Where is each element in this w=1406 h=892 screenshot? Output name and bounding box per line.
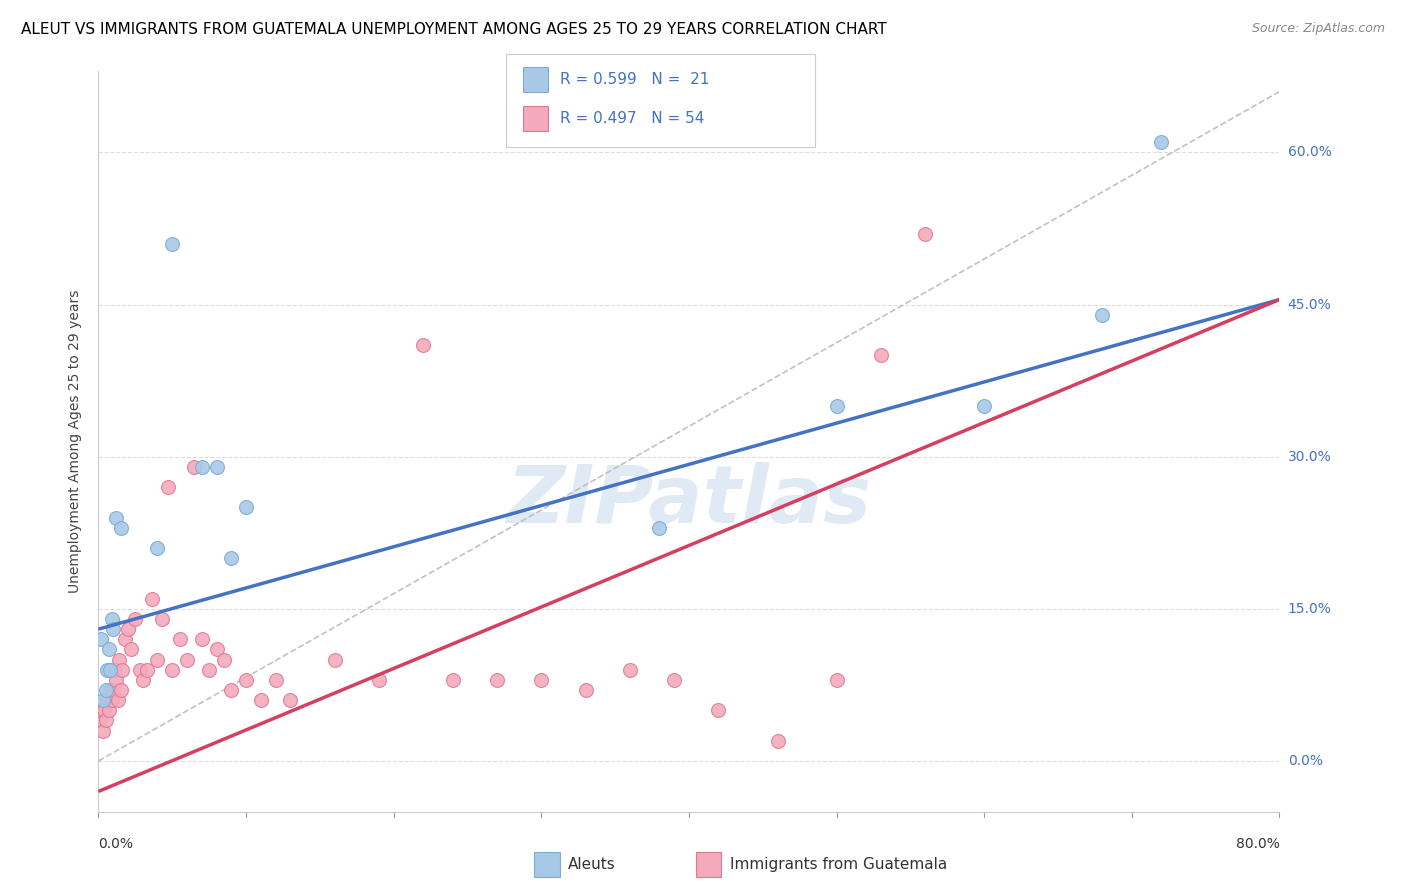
Point	[98, 683, 121, 698]
Point	[191, 459, 214, 474]
Point	[766, 733, 789, 747]
Point	[914, 227, 936, 241]
Point	[93, 703, 115, 717]
Point	[132, 673, 155, 687]
Point	[280, 693, 302, 707]
Point	[136, 663, 159, 677]
Point	[141, 591, 163, 606]
Point	[235, 673, 257, 687]
Point	[212, 652, 235, 666]
Point	[111, 663, 134, 677]
Text: ALEUT VS IMMIGRANTS FROM GUATEMALA UNEMPLOYMENT AMONG AGES 25 TO 29 YEARS CORREL: ALEUT VS IMMIGRANTS FROM GUATEMALA UNEMP…	[21, 22, 887, 37]
Text: 15.0%: 15.0%	[1288, 602, 1331, 615]
Point	[183, 459, 205, 474]
Point	[235, 500, 257, 515]
Point	[169, 632, 191, 647]
Point	[90, 632, 112, 647]
Point	[97, 642, 120, 657]
Point	[96, 693, 118, 707]
Point	[707, 703, 730, 717]
Point	[530, 673, 553, 687]
Point	[368, 673, 391, 687]
Point	[105, 673, 128, 687]
Text: 0.0%: 0.0%	[98, 837, 134, 851]
Point	[264, 673, 287, 687]
Text: 0.0%: 0.0%	[1288, 754, 1323, 768]
Point	[104, 663, 127, 677]
Point	[1091, 308, 1114, 322]
Point	[205, 642, 228, 657]
Point	[128, 663, 150, 677]
Text: ZIPatlas: ZIPatlas	[506, 462, 872, 540]
Point	[97, 703, 120, 717]
Text: 80.0%: 80.0%	[1236, 837, 1279, 851]
Point	[114, 632, 136, 647]
Point	[100, 693, 122, 707]
Point	[91, 723, 114, 738]
Point	[575, 683, 598, 698]
Point	[1150, 136, 1173, 150]
Point	[486, 673, 509, 687]
Point	[176, 652, 198, 666]
Point	[191, 632, 214, 647]
Text: Source: ZipAtlas.com: Source: ZipAtlas.com	[1251, 22, 1385, 36]
Point	[103, 622, 125, 636]
Point	[973, 399, 995, 413]
Point	[98, 663, 121, 677]
Point	[146, 541, 169, 555]
Point	[162, 663, 183, 677]
Point	[221, 551, 243, 566]
Point	[619, 663, 641, 677]
Point	[664, 673, 686, 687]
Point	[94, 714, 117, 728]
Point	[110, 521, 132, 535]
Text: 60.0%: 60.0%	[1288, 145, 1331, 160]
Point	[117, 622, 139, 636]
Point	[124, 612, 146, 626]
Point	[221, 683, 243, 698]
Point	[100, 612, 122, 626]
Point	[441, 673, 464, 687]
Point	[156, 480, 179, 494]
Point	[110, 683, 132, 698]
Text: Aleuts: Aleuts	[568, 857, 616, 871]
Point	[107, 693, 129, 707]
Point	[412, 338, 434, 352]
Point	[250, 693, 273, 707]
Text: R = 0.599   N =  21: R = 0.599 N = 21	[560, 72, 709, 87]
Point	[162, 236, 183, 251]
Point	[103, 683, 125, 698]
Point	[323, 652, 346, 666]
Point	[150, 612, 173, 626]
Text: Immigrants from Guatemala: Immigrants from Guatemala	[730, 857, 948, 871]
Point	[105, 510, 128, 524]
Text: R = 0.497   N = 54: R = 0.497 N = 54	[560, 112, 704, 126]
Point	[205, 459, 228, 474]
Point	[198, 663, 221, 677]
Text: 30.0%: 30.0%	[1288, 450, 1331, 464]
Point	[825, 399, 848, 413]
Point	[90, 703, 112, 717]
Point	[91, 693, 114, 707]
Point	[870, 348, 893, 362]
Point	[825, 673, 848, 687]
Point	[96, 663, 118, 677]
Point	[108, 652, 131, 666]
Y-axis label: Unemployment Among Ages 25 to 29 years: Unemployment Among Ages 25 to 29 years	[69, 290, 83, 593]
Point	[648, 521, 671, 535]
Point	[89, 714, 111, 728]
Point	[94, 683, 117, 698]
Text: 45.0%: 45.0%	[1288, 298, 1331, 311]
Point	[120, 642, 142, 657]
Point	[146, 652, 169, 666]
